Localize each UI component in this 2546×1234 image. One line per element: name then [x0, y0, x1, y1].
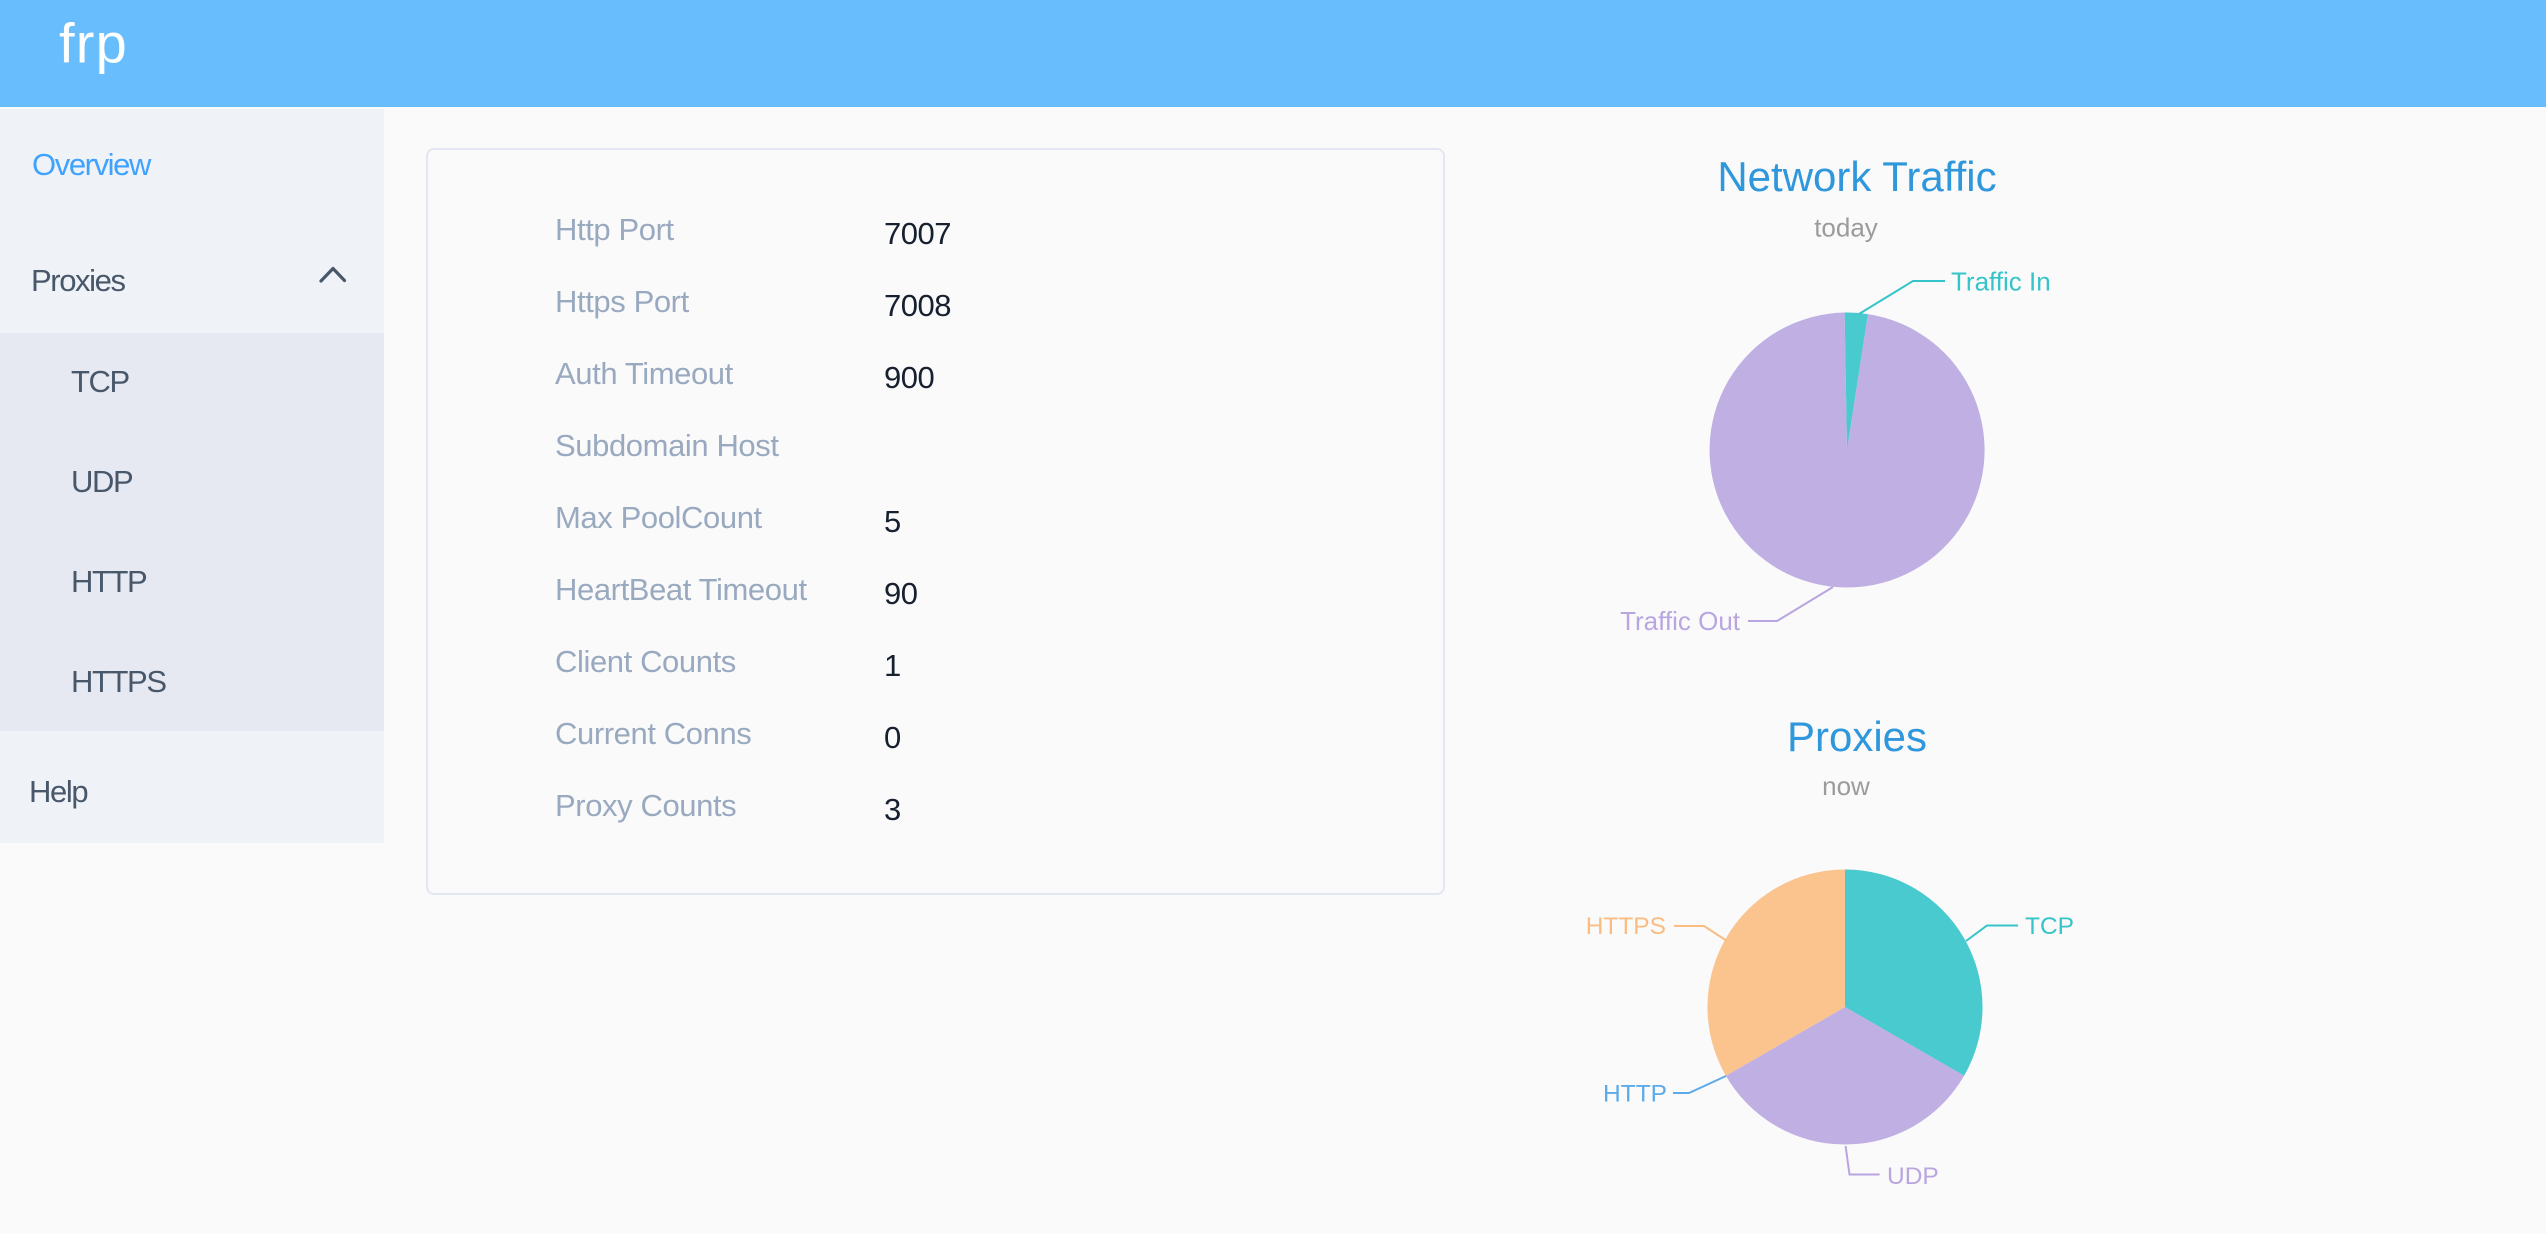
svg-text:Traffic In: Traffic In: [1951, 267, 2051, 297]
svg-text:today: today: [1814, 213, 1878, 243]
svg-text:TCP: TCP: [2025, 913, 2074, 940]
svg-text:Network Traffic: Network Traffic: [1717, 153, 1996, 200]
svg-text:UDP: UDP: [1887, 1163, 1939, 1190]
svg-text:Proxies: Proxies: [1787, 713, 1927, 760]
svg-text:HTTP: HTTP: [1603, 1081, 1667, 1108]
svg-text:HTTPS: HTTPS: [1586, 913, 1666, 940]
svg-text:now: now: [1822, 771, 1870, 801]
svg-text:Traffic Out: Traffic Out: [1620, 606, 1741, 636]
